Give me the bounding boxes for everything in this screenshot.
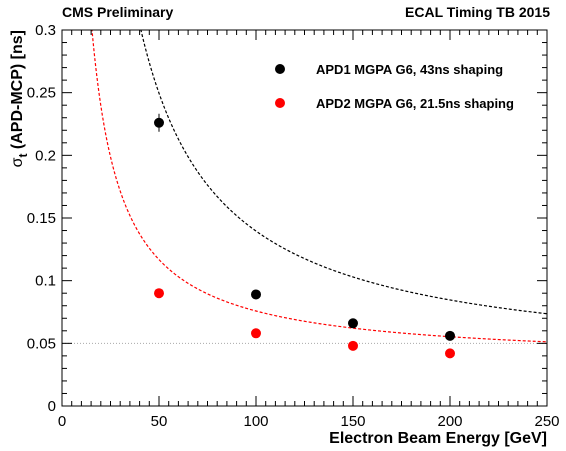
data-point-series-2 bbox=[445, 348, 455, 359]
data-point-series-1 bbox=[251, 289, 261, 300]
y-tick-label: 0.1 bbox=[35, 273, 56, 290]
x-tick-label: 250 bbox=[534, 413, 559, 430]
legend-marker-2 bbox=[275, 98, 285, 108]
legend-marker-1 bbox=[275, 64, 285, 74]
x-tick-label: 100 bbox=[243, 413, 268, 430]
fit-curve-1 bbox=[140, 30, 547, 315]
header-cms-preliminary: CMS Preliminary bbox=[62, 4, 174, 20]
data-point-series-1 bbox=[348, 318, 358, 329]
legend-label-2: APD2 MGPA G6, 21.5ns shaping bbox=[316, 96, 514, 111]
y-tick-label: 0.25 bbox=[27, 85, 56, 102]
legend-label-1: APD1 MGPA G6, 43ns shaping bbox=[316, 62, 503, 77]
header-ecal-timing: ECAL Timing TB 2015 bbox=[405, 4, 550, 20]
plot-frame bbox=[61, 29, 548, 407]
x-tick-label: 50 bbox=[151, 413, 168, 430]
fit-curve-2 bbox=[91, 30, 547, 343]
x-axis-label: Electron Beam Energy [GeV] bbox=[329, 430, 547, 447]
data-point-series-2 bbox=[251, 328, 261, 339]
y-axis-label: σt (APD-MCP) [ns] bbox=[9, 30, 30, 167]
y-tick-label: 0.3 bbox=[35, 22, 56, 39]
x-tick-label: 200 bbox=[437, 413, 462, 430]
x-tick-label: 150 bbox=[340, 413, 365, 430]
y-tick-label: 0 bbox=[48, 398, 56, 415]
data-point-series-2 bbox=[154, 288, 164, 299]
y-tick-label: 0.2 bbox=[35, 147, 56, 164]
data-point-series-2 bbox=[348, 340, 358, 351]
y-tick-label: 0.05 bbox=[27, 335, 56, 352]
y-tick-label: 0.15 bbox=[27, 210, 56, 227]
x-tick-label: 0 bbox=[58, 413, 66, 430]
data-point-series-1 bbox=[445, 330, 455, 341]
